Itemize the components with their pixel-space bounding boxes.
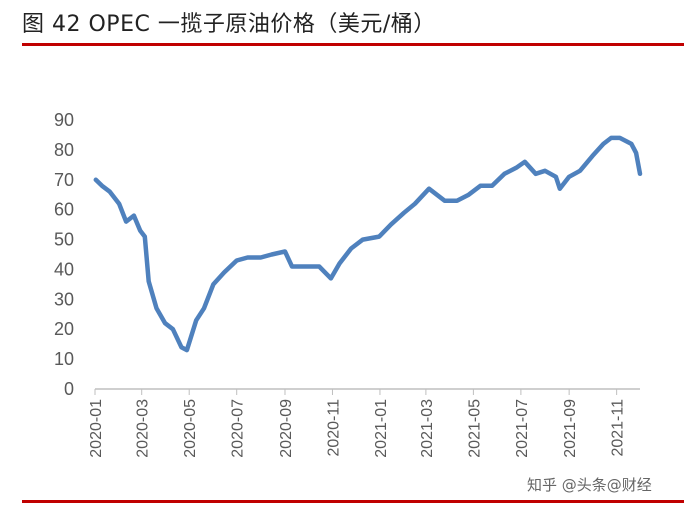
title-rule [22, 43, 684, 46]
y-tick-label: 0 [64, 379, 74, 399]
plot-area [93, 135, 643, 353]
x-tick-label: 2020-07 [230, 399, 247, 458]
y-tick-label: 10 [54, 349, 74, 369]
x-tick-label: 2021-09 [562, 399, 579, 458]
bottom-rule [22, 500, 684, 503]
y-tick-label: 20 [54, 319, 74, 339]
x-tick-label: 2021-03 [419, 399, 436, 458]
y-axis-ticks: 0 10 20 30 40 50 60 70 80 90 [54, 110, 74, 399]
x-tick-label: 2020-11 [325, 399, 342, 457]
x-tick-label: 2020-09 [278, 399, 295, 458]
x-tick-label: 2021-07 [514, 399, 531, 458]
y-tick-label: 60 [54, 200, 74, 220]
series-line-opec-basket [93, 135, 643, 353]
y-tick-label: 50 [54, 230, 74, 250]
x-axis-ticks: 2020-01 2020-03 2020-05 2020-07 2020-09 2020-… [88, 389, 627, 458]
x-tick-label: 2021-05 [466, 399, 483, 458]
x-tick-label: 2020-01 [88, 399, 105, 458]
y-tick-label: 90 [54, 110, 74, 130]
x-tick-label: 2021-01 [373, 399, 390, 458]
y-tick-label: 40 [54, 259, 74, 279]
y-tick-label: 70 [54, 170, 74, 190]
watermark: 知乎 @头条@财经 [527, 476, 652, 494]
x-tick-label: 2020-03 [135, 399, 152, 458]
y-tick-label: 80 [54, 140, 74, 160]
y-tick-label: 30 [54, 289, 74, 309]
x-tick-label: 2020-05 [182, 399, 199, 458]
figure-title: 图 42 OPEC 一揽子原油价格（美元/桶） [22, 12, 436, 37]
x-tick-label: 2021-11 [610, 399, 627, 457]
